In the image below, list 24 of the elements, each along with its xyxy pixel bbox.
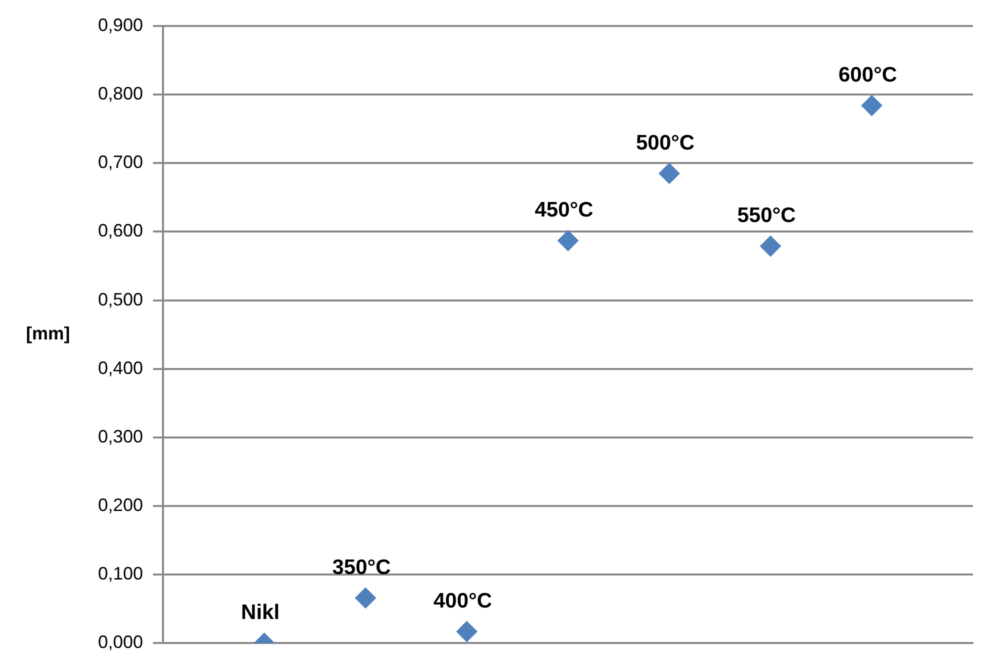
y-tick-label: 0,300 bbox=[98, 426, 144, 446]
x-tick-label: 350°C bbox=[332, 556, 391, 579]
y-tick-label: 0,000 bbox=[98, 632, 144, 652]
point bbox=[861, 95, 882, 116]
y-tick-label: 0,600 bbox=[98, 220, 144, 241]
y-tick-label: 0,900 bbox=[98, 14, 144, 35]
point bbox=[658, 162, 680, 184]
point bbox=[760, 236, 782, 257]
point bbox=[456, 621, 478, 642]
y-tick-label: 0,700 bbox=[98, 152, 144, 172]
x-tick-label: 450°C bbox=[534, 198, 594, 222]
y-tick-label: 0,400 bbox=[98, 358, 144, 378]
point bbox=[558, 230, 579, 252]
x-tick-label: Nikl bbox=[241, 601, 280, 624]
y-tick-label: 0,500 bbox=[98, 289, 144, 310]
x-tick-label: 600°C bbox=[838, 64, 898, 87]
y-axis-title: [mm] bbox=[26, 324, 70, 344]
y-tick-label: 0,100 bbox=[98, 564, 144, 584]
x-tick-label: 550°C bbox=[737, 204, 796, 228]
y-tick-label: 0,200 bbox=[98, 495, 144, 516]
x-tick-label: 400°C bbox=[433, 590, 492, 613]
x-tick-label: 500°C bbox=[636, 131, 695, 154]
point bbox=[355, 587, 376, 608]
y-tick-label: 0,800 bbox=[98, 84, 144, 104]
